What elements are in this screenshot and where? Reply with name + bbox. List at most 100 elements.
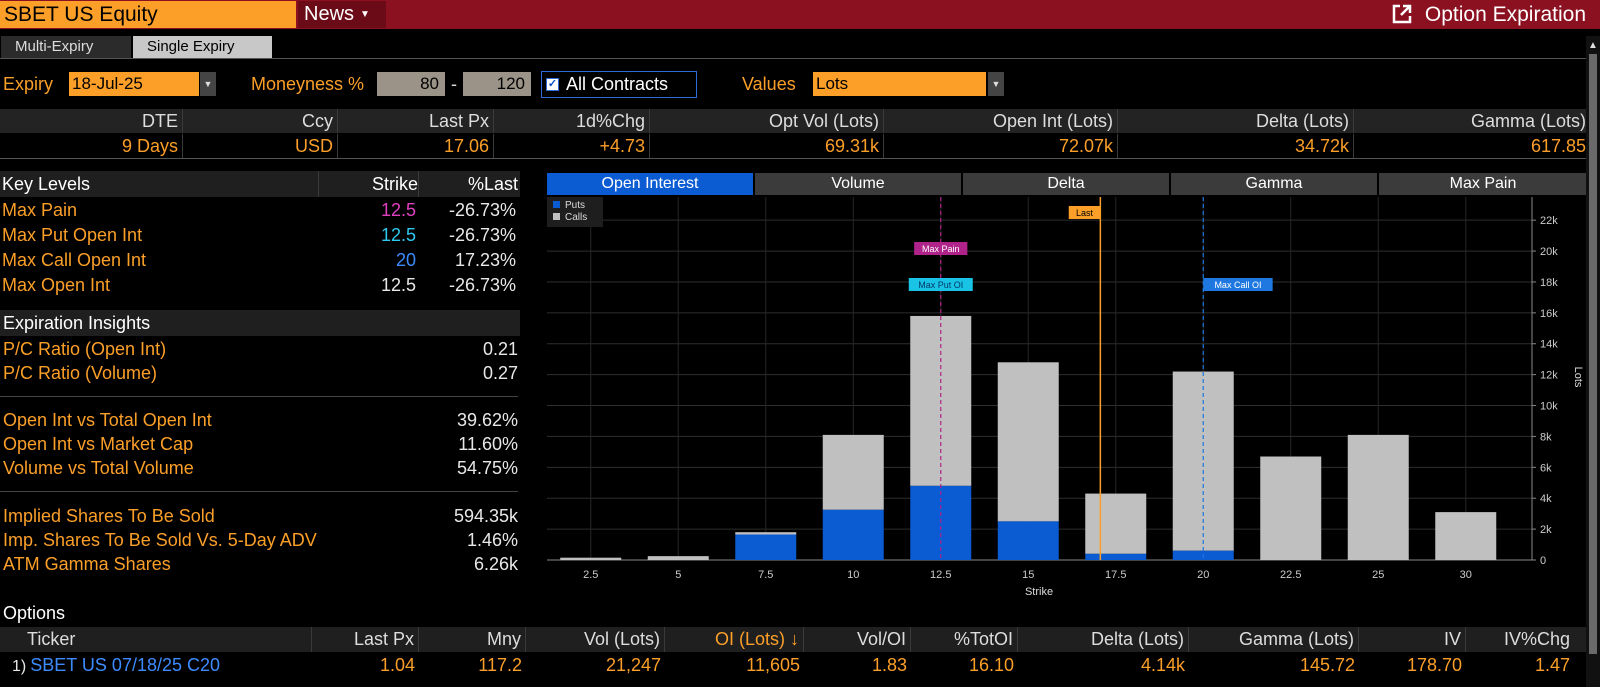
- news-menu-button[interactable]: News ▼: [298, 1, 386, 28]
- y-tick-label: 12k: [1540, 370, 1558, 382]
- key-level-row[interactable]: Max Pain 12.5 -26.73%: [0, 198, 520, 223]
- divider: [0, 58, 1586, 59]
- tab-open-interest[interactable]: Open Interest: [547, 173, 753, 195]
- stats-header: Gamma (Lots): [1470, 111, 1586, 131]
- col-header-ticker[interactable]: Ticker: [0, 627, 312, 652]
- stats-value-row: 9 Days USD 17.06 +4.73 69.31k 72.07k 34.…: [0, 134, 1590, 158]
- col-header-tot-oi[interactable]: %TotOI: [911, 627, 1018, 652]
- col-header-vol-oi[interactable]: Vol/OI: [804, 627, 911, 652]
- row-index: 1): [12, 658, 27, 675]
- summary-stats: DTE Ccy Last Px 1d%Chg Opt Vol (Lots) Op…: [0, 109, 1590, 159]
- moneyness-label: Moneyness %: [251, 74, 365, 94]
- vertical-scrollbar[interactable]: ▲: [1586, 36, 1600, 687]
- y-tick-label: 18k: [1540, 277, 1558, 289]
- marker-label-box: [914, 242, 968, 255]
- tab-max-pain[interactable]: Max Pain: [1379, 173, 1587, 195]
- stats-header: DTE: [0, 109, 183, 133]
- stats-header: Last Px: [338, 109, 494, 133]
- col-header-iv-chg[interactable]: IV%Chg: [1503, 629, 1570, 649]
- calls-bar: [1435, 512, 1497, 560]
- function-title-label: Option Expiration: [1424, 3, 1586, 26]
- tab-delta[interactable]: Delta: [963, 173, 1169, 195]
- insight-label: Open Int vs Market Cap: [3, 434, 194, 454]
- key-level-pct: -26.73%: [448, 275, 516, 295]
- x-tick-label: 22.5: [1280, 569, 1301, 581]
- divider: [0, 396, 518, 397]
- key-level-strike: 20: [395, 250, 416, 270]
- insight-value: 39.62%: [456, 410, 518, 430]
- security-field[interactable]: SBET US Equity: [0, 1, 296, 28]
- key-level-row[interactable]: Max Call Open Int 20 17.23%: [0, 248, 520, 273]
- mny-cell: 117.2: [478, 655, 522, 675]
- moneyness-low-field[interactable]: 80: [377, 72, 445, 96]
- col-header-last-px[interactable]: Last Px: [312, 627, 419, 652]
- checkmark-icon: ✓: [546, 78, 559, 91]
- key-levels-header: Key Levels Strike %Last: [0, 171, 520, 197]
- insight-row: P/C Ratio (Volume) 0.27: [0, 361, 520, 385]
- y-tick-label: 0: [1540, 555, 1546, 567]
- expiration-insights-title: Expiration Insights: [0, 310, 520, 336]
- col-header-gamma[interactable]: Gamma (Lots): [1189, 627, 1359, 652]
- x-tick-label: 7.5: [758, 569, 773, 581]
- ticker-cell[interactable]: 1) SBET US 07/18/25 C20: [0, 653, 312, 678]
- insight-label: Volume vs Total Volume: [3, 458, 194, 478]
- expiry-label: Expiry: [3, 74, 54, 94]
- tab-volume[interactable]: Volume: [755, 173, 961, 195]
- scrollbar-thumb[interactable]: [1589, 54, 1597, 654]
- moneyness-high-field[interactable]: 120: [463, 72, 531, 96]
- insight-value: 6.26k: [473, 554, 518, 574]
- pop-out-icon[interactable]: [1391, 3, 1413, 25]
- calls-bar: [560, 557, 622, 560]
- marker-label: Max Call OI: [1214, 280, 1261, 290]
- insight-value: 594.35k: [453, 506, 518, 526]
- stats-header: 1d%Chg: [494, 109, 650, 133]
- insight-label: Implied Shares To Be Sold: [3, 506, 215, 526]
- calls-bar: [1172, 371, 1234, 551]
- y-tick-label: 8k: [1540, 431, 1552, 443]
- y-tick-label: 2k: [1540, 524, 1552, 536]
- insight-row: P/C Ratio (Open Int) 0.21: [0, 337, 520, 361]
- expiry-dropdown-icon[interactable]: ▼: [200, 72, 216, 96]
- calls-bar: [1260, 456, 1322, 560]
- tab-gamma[interactable]: Gamma: [1171, 173, 1377, 195]
- key-level-row[interactable]: Max Open Int 12.5 -26.73%: [0, 273, 520, 298]
- values-dropdown-icon[interactable]: ▼: [988, 72, 1004, 96]
- tab-multi-expiry[interactable]: Multi-Expiry: [1, 36, 131, 58]
- table-row[interactable]: 1) SBET US 07/18/25 C20 1.04 117.2 21,247…: [0, 653, 1586, 678]
- function-title: Option Expiration: [1391, 0, 1586, 29]
- scroll-up-icon[interactable]: ▲: [1588, 40, 1598, 51]
- y-tick-label: 20k: [1540, 246, 1558, 258]
- insight-label: ATM Gamma Shares: [3, 554, 171, 574]
- chart-svg: 0 2k 4k 6k 8k 10k 12k 14k 16k 18k 20k 22k 2.5 5 7.5 10 1…: [547, 197, 1584, 598]
- marker-label-box: [1068, 206, 1101, 219]
- col-header-vol[interactable]: Vol (Lots): [526, 627, 665, 652]
- expiry-field[interactable]: 18-Jul-25: [69, 72, 199, 96]
- puts-bar: [997, 521, 1059, 560]
- col-header-mny[interactable]: Mny: [419, 627, 526, 652]
- stats-header: Ccy: [183, 109, 338, 133]
- insight-label: Imp. Shares To Be Sold Vs. 5-Day ADV: [3, 530, 317, 550]
- ticker-link[interactable]: SBET US 07/18/25 C20: [30, 655, 221, 675]
- strike-header: Strike: [318, 171, 418, 197]
- stats-value-opt-vol: 69.31k: [650, 134, 884, 158]
- stats-value-ccy: USD: [183, 134, 338, 158]
- open-interest-chart: 0 2k 4k 6k 8k 10k 12k 14k 16k 18k 20k 22k 2.5 5 7.5 10 1…: [547, 197, 1587, 598]
- x-tick-label: 25: [1372, 569, 1384, 581]
- col-header-iv[interactable]: IV: [1359, 627, 1466, 652]
- stats-value-dte: 9 Days: [0, 134, 183, 158]
- col-header-delta[interactable]: Delta (Lots): [1018, 627, 1189, 652]
- puts-bar: [735, 534, 797, 560]
- stats-header: Delta (Lots): [1118, 109, 1354, 133]
- stats-header: Open Int (Lots): [884, 109, 1118, 133]
- options-title: Options: [3, 603, 66, 623]
- all-contracts-checkbox[interactable]: ✓ All Contracts: [541, 71, 697, 98]
- title-bar: SBET US Equity News ▼ Option Expiration: [0, 0, 1600, 29]
- stats-value-gamma: 617.85: [1530, 136, 1586, 156]
- key-level-row[interactable]: Max Put Open Int 12.5 -26.73%: [0, 223, 520, 248]
- values-field[interactable]: Lots: [813, 72, 986, 96]
- chart-tabs: Open Interest Volume Delta Gamma Max Pai…: [547, 173, 1587, 195]
- tab-single-expiry[interactable]: Single Expiry: [133, 36, 272, 58]
- calls-bar: [997, 362, 1059, 522]
- y-axis-label: Lots: [1572, 367, 1584, 388]
- col-header-oi[interactable]: OI (Lots) ↓: [665, 627, 804, 652]
